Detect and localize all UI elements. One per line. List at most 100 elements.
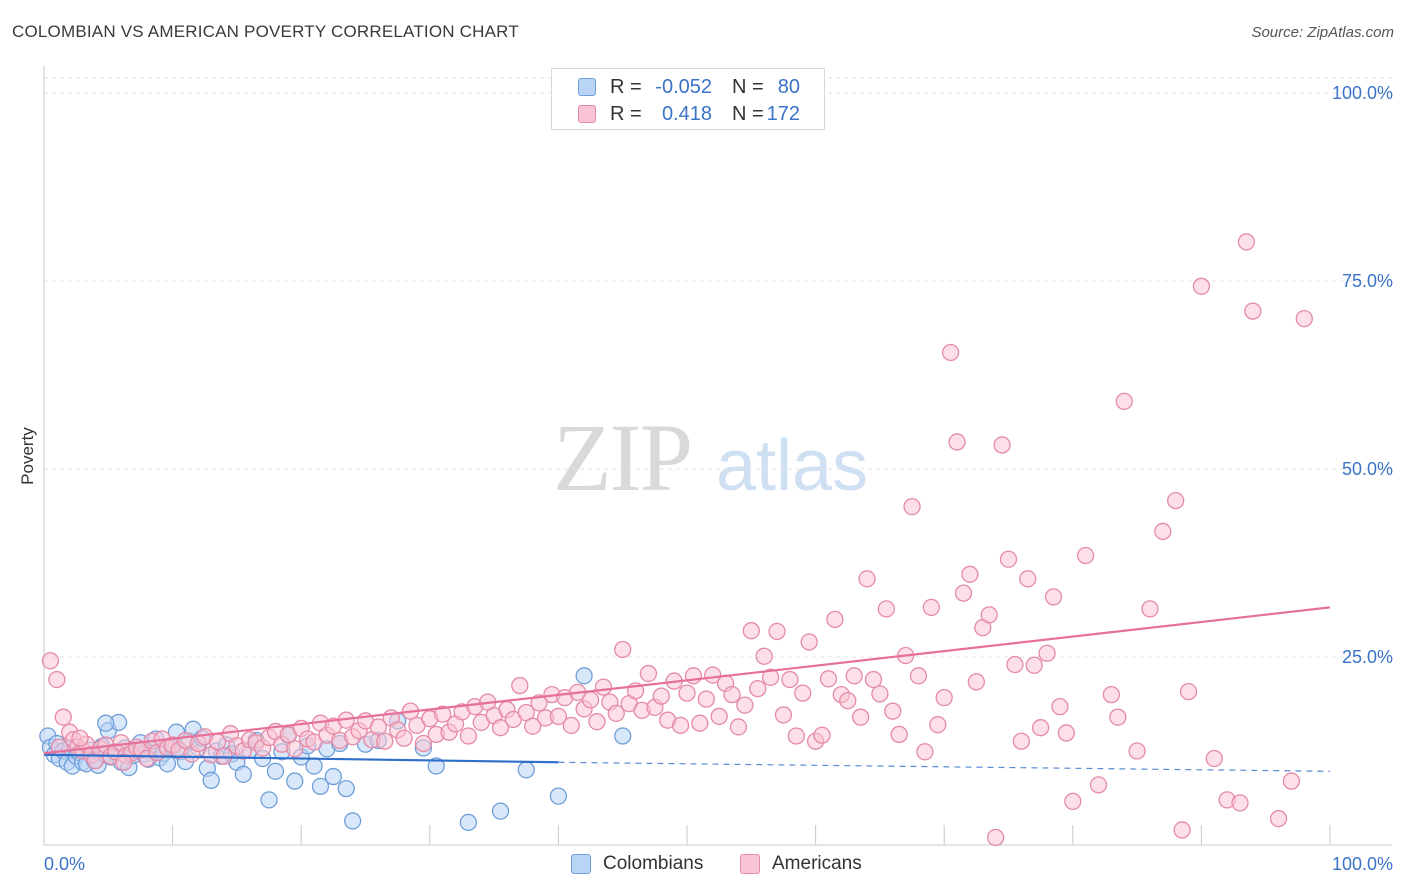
colombian-point <box>266 762 285 780</box>
american-point <box>1006 655 1024 674</box>
american-point <box>813 726 831 744</box>
american-point <box>678 684 696 702</box>
n-value: 172 <box>766 103 800 125</box>
colombian-point <box>614 727 632 745</box>
american-point <box>749 679 767 698</box>
tick-label-layer: 25.0% 50.0% 75.0% 100.0% 0.0% 100.0% <box>44 83 1393 874</box>
x-tick-label-min: 0.0% <box>44 854 85 874</box>
american-point <box>1167 491 1185 510</box>
colombian-point <box>324 767 343 786</box>
colombian-point <box>202 771 220 789</box>
american-point <box>614 640 632 659</box>
american-point <box>986 828 1005 847</box>
american-point <box>922 598 940 617</box>
colombian-point <box>517 761 535 779</box>
american-point <box>768 622 786 641</box>
american-point <box>1128 742 1146 760</box>
american-point <box>1044 588 1063 606</box>
american-point <box>530 694 548 712</box>
watermark-atlas: atlas <box>716 426 868 506</box>
american-point <box>710 707 728 726</box>
r-value: -0.052 <box>655 76 712 98</box>
colombian-point <box>343 812 362 830</box>
american-point <box>671 716 690 735</box>
american-point <box>1295 309 1313 328</box>
american-point <box>376 732 394 750</box>
american-point <box>948 433 966 451</box>
n-label: N = <box>732 103 764 125</box>
american-point <box>794 684 812 702</box>
american-point <box>871 685 889 703</box>
american-point <box>1141 600 1159 618</box>
american-point <box>491 719 510 737</box>
colombian-point <box>97 714 115 732</box>
american-point <box>993 436 1011 454</box>
american-point <box>1231 794 1249 812</box>
american-point <box>961 565 979 583</box>
colombian-point <box>286 772 304 790</box>
american-point <box>524 717 542 735</box>
american-point <box>1269 810 1288 828</box>
y-tick-label: 100.0% <box>1332 83 1393 103</box>
colombian-point <box>575 667 593 685</box>
american-point <box>761 668 780 686</box>
source-label: Source: ZipAtlas.com <box>1251 24 1394 41</box>
american-point <box>1179 682 1198 701</box>
colombian-point <box>491 802 510 820</box>
american-point <box>1102 685 1121 704</box>
american-point <box>639 664 658 683</box>
american-point <box>890 725 908 744</box>
american-trend-line <box>43 606 1331 755</box>
american-point <box>839 691 857 710</box>
american-point <box>781 670 799 689</box>
watermark-zip: ZIP <box>553 404 691 511</box>
y-tick-label: 75.0% <box>1342 271 1393 291</box>
american-point <box>800 633 818 651</box>
american-point <box>434 705 452 723</box>
american-point <box>877 600 895 618</box>
american-point <box>414 734 433 753</box>
colombian-point <box>260 791 278 809</box>
colombian-trend-extension <box>558 761 1331 772</box>
american-point <box>954 584 973 602</box>
american-point <box>1032 719 1050 737</box>
american-point <box>845 667 863 685</box>
american-point <box>1038 644 1056 662</box>
american-point <box>929 716 947 734</box>
american-point <box>562 716 580 735</box>
colombian-trend-line <box>43 753 559 764</box>
american-point <box>858 570 876 588</box>
axis-layer <box>43 66 1392 846</box>
american-point <box>594 678 613 696</box>
n-label: N = <box>732 76 764 98</box>
american-point <box>864 670 883 689</box>
american-point <box>1012 732 1031 750</box>
american-point <box>935 688 953 707</box>
american-point <box>1205 749 1223 768</box>
americans-legend-label: Americans <box>772 853 862 874</box>
american-point <box>581 691 600 709</box>
american-point <box>729 718 748 736</box>
correlation-legend: R = -0.052 N = 80 R = 0.418 N = 172 <box>551 68 825 130</box>
colombian-point <box>305 757 323 775</box>
american-point <box>941 343 960 362</box>
colombians-legend-label: Colombians <box>603 853 704 874</box>
american-point <box>1077 546 1095 565</box>
american-point <box>41 652 60 670</box>
american-point <box>1244 302 1262 320</box>
american-point <box>736 696 754 714</box>
american-point <box>704 666 722 684</box>
american-point <box>691 714 709 732</box>
colombian-point <box>337 779 355 798</box>
american-point <box>819 670 838 688</box>
american-point <box>697 690 715 708</box>
american-point <box>71 729 89 747</box>
american-point <box>1089 776 1108 794</box>
american-point <box>1154 522 1172 541</box>
n-value: 80 <box>777 76 800 98</box>
colombian-point <box>549 787 568 805</box>
american-point <box>916 743 934 761</box>
american-point <box>1019 570 1037 588</box>
american-point <box>742 622 760 640</box>
